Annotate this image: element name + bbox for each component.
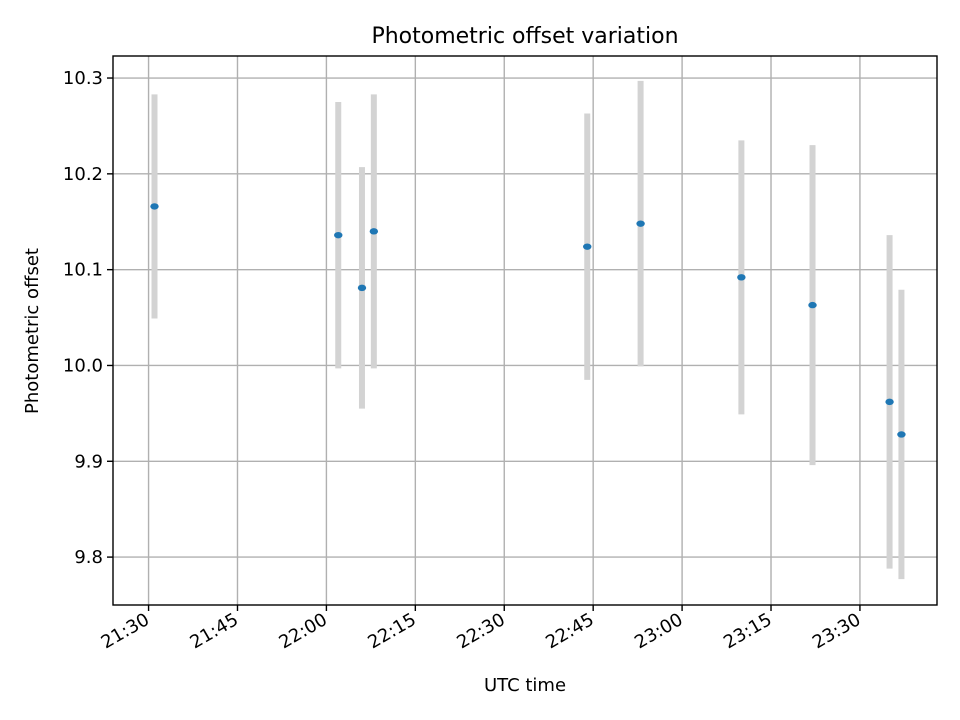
grid-lines xyxy=(113,56,937,605)
x-axis-ticks: 21:30 21:45 22:00 22:15 22:30 22:45 23:00 23:15… xyxy=(98,605,864,653)
x-tick-label: 22:00 xyxy=(275,609,330,653)
chart-title: Photometric offset variation xyxy=(371,24,678,49)
y-tick-label: 9.8 xyxy=(74,547,103,568)
data-point xyxy=(334,231,343,239)
x-tick-label: 23:15 xyxy=(720,609,775,653)
y-tick-label: 10.2 xyxy=(63,164,103,185)
plot-frame xyxy=(112,55,938,606)
y-axis-label: Photometric offset xyxy=(22,248,43,414)
x-tick-label: 22:45 xyxy=(542,609,597,653)
error-bars xyxy=(151,80,905,580)
y-tick-label: 10.1 xyxy=(63,260,103,281)
data-point xyxy=(885,398,894,406)
x-tick-label: 23:00 xyxy=(631,609,686,653)
x-tick-label: 21:30 xyxy=(98,609,153,653)
data-point xyxy=(808,301,817,309)
x-tick-label: 22:30 xyxy=(453,609,508,653)
x-tick-label: 22:15 xyxy=(364,609,419,653)
x-axis-label: UTC time xyxy=(484,675,566,696)
data-points xyxy=(150,203,906,438)
data-point xyxy=(357,284,367,292)
x-tick-label: 23:30 xyxy=(809,609,864,653)
data-point xyxy=(369,228,379,235)
x-tick-label: 21:45 xyxy=(187,609,242,653)
y-tick-label: 10.0 xyxy=(63,355,103,376)
data-point xyxy=(636,220,645,227)
y-tick-label: 9.9 xyxy=(74,451,103,472)
data-point xyxy=(897,431,906,438)
data-point xyxy=(583,243,592,250)
y-tick-label: 10.3 xyxy=(63,68,103,89)
y-axis-ticks: 9.8 9.9 10.0 10.1 10.2 10.3 xyxy=(63,68,113,568)
data-point xyxy=(150,203,159,210)
data-point xyxy=(737,274,746,281)
